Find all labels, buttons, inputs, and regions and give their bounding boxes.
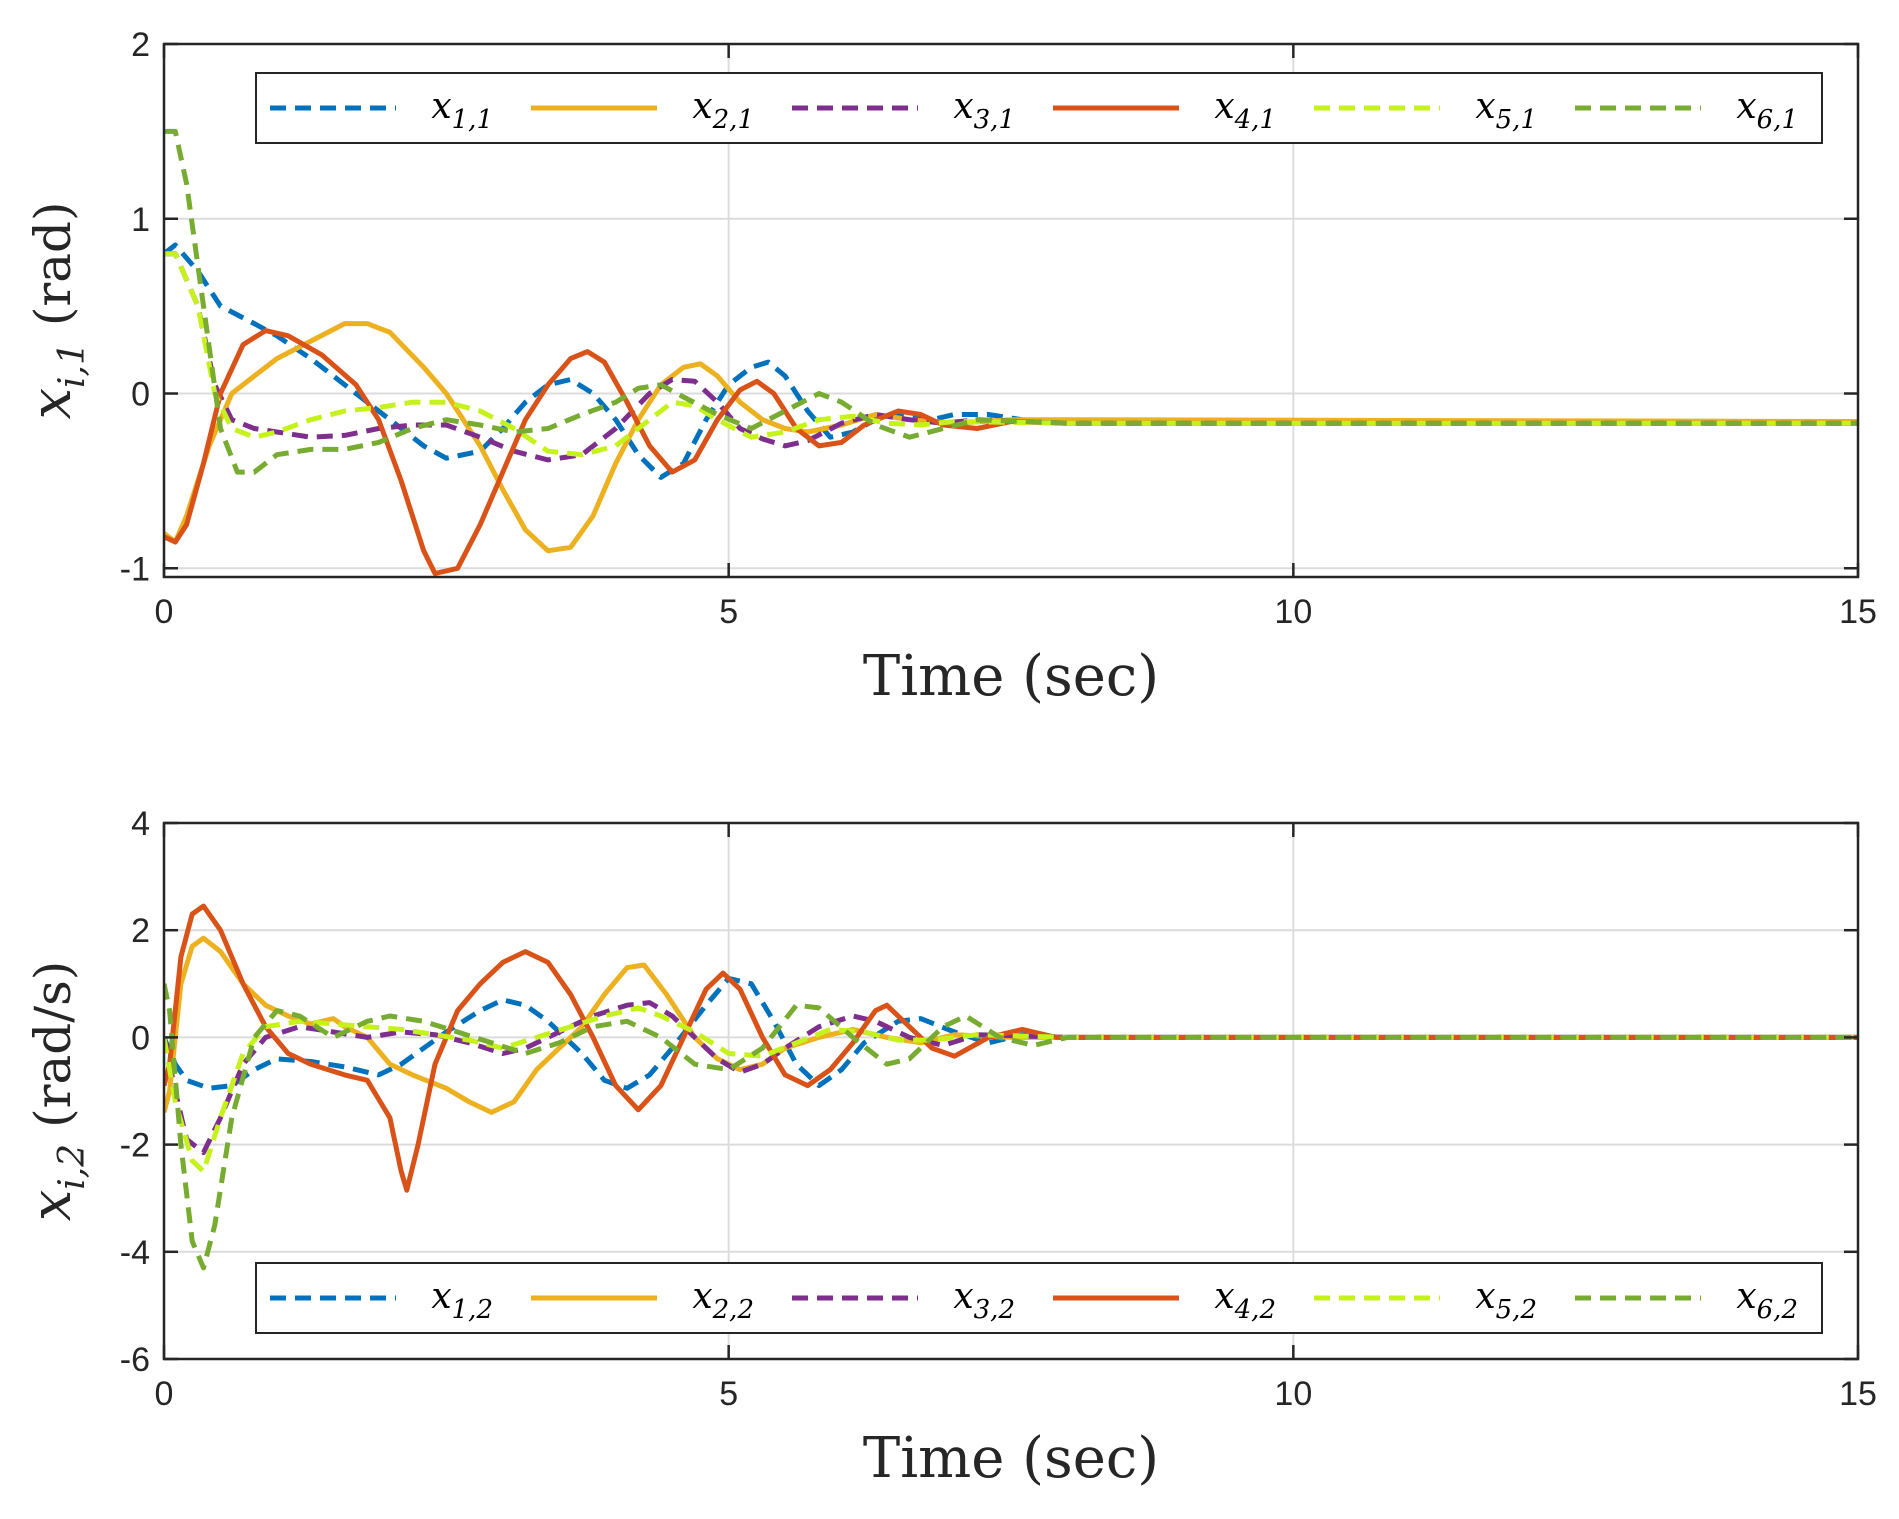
legend-label-5-1: x5,1 (1475, 86, 1537, 135)
legend-label-4-1: x4,1 (1214, 86, 1276, 135)
y-tick-label: -4 (120, 1234, 150, 1272)
legend-subscript: 2,2 (712, 1295, 754, 1325)
legend-symbol: x (1214, 86, 1234, 127)
series-line-2-1 (164, 321, 1858, 554)
legend-subscript: 3,1 (974, 105, 1015, 135)
legend-subscript: 1,1 (452, 105, 493, 135)
axes-box (162, 42, 1860, 579)
legend-label-1-2: x1,2 (431, 1276, 493, 1325)
series-line-1-2 (164, 975, 1858, 1091)
series-line-6-2 (164, 983, 1858, 1271)
y-axis-var: x (19, 388, 84, 420)
legend-subscript: 5,1 (1496, 105, 1537, 135)
y-tick-label: 0 (131, 1019, 150, 1057)
legend-symbol: x (692, 1276, 712, 1317)
legend-subscript: 6,1 (1757, 105, 1798, 135)
y-tick-label: -6 (120, 1341, 150, 1379)
series-line-3-1 (164, 251, 1858, 463)
legend-symbol: x (1475, 86, 1495, 127)
series-line-4-2 (164, 903, 1858, 1193)
legend-label-5-2: x5,2 (1475, 1276, 1537, 1325)
series-group (164, 128, 1858, 576)
y-axis-subscript: i,2 (52, 1144, 93, 1190)
series-line-2-2 (164, 935, 1858, 1115)
x-tick-label: 0 (155, 593, 174, 631)
y-axis-unit: (rad) (24, 201, 82, 342)
series-line-1-1 (164, 242, 1858, 480)
legend: x1,2 x2,2 x3,2 x4,2 x5,2 x6,2 (255, 1262, 1823, 1334)
x-tick-label: 5 (719, 593, 738, 631)
legend-subscript: 4,2 (1234, 1295, 1276, 1325)
legend-symbol: x (1736, 86, 1756, 127)
legend-symbol: x (1475, 1276, 1495, 1317)
legend-label-6-1: x6,1 (1736, 86, 1798, 135)
y-axis-unit: (rad/s) (24, 961, 82, 1144)
y-tick-label: -2 (120, 1127, 150, 1165)
y-tick-label: -1 (120, 550, 150, 588)
legend-symbol: x (692, 86, 712, 127)
legend-symbol: x (1214, 1276, 1234, 1317)
legend-subscript: 2,1 (712, 105, 754, 135)
legend-subscript: 3,2 (974, 1295, 1015, 1325)
legend-subscript: 6,2 (1757, 1295, 1798, 1325)
legend-subscript: 1,2 (452, 1295, 493, 1325)
legend-box (255, 72, 1823, 144)
legend-subscript: 5,2 (1496, 1295, 1537, 1325)
x-axis-title: Time (sec) (863, 644, 1159, 709)
x-axis-title: Time (sec) (863, 1426, 1159, 1491)
legend-label-2-1: x2,1 (692, 86, 754, 135)
series-group (164, 903, 1858, 1271)
legend: x1,1 x2,1 x3,1 x4,1 x5,1 x6,1 (255, 72, 1823, 144)
series-line-6-1 (164, 128, 1858, 475)
legend-label-4-2: x4,2 (1214, 1276, 1276, 1325)
legend-symbol: x (953, 86, 973, 127)
legend-symbol: x (1736, 1276, 1756, 1317)
legend-subscript: 4,1 (1234, 105, 1276, 135)
legend-label-6-2: x6,2 (1736, 1276, 1798, 1325)
legend-symbol: x (431, 86, 451, 127)
x-tick-label: 10 (1274, 593, 1312, 631)
legend-box (255, 1262, 1823, 1334)
axes-box (162, 821, 1860, 1361)
y-tick-label: 4 (131, 805, 150, 843)
y-tick-label: 2 (131, 912, 150, 950)
y-axis-title: xi,2 (rad/s) (19, 961, 93, 1222)
legend-label-1-1: x1,1 (431, 86, 493, 135)
y-tick-label: 0 (131, 376, 150, 414)
legend-symbol: x (953, 1276, 973, 1317)
y-axis-subscript: i,1 (52, 342, 93, 388)
x-tick-label: 15 (1839, 593, 1877, 631)
legend-symbol: x (431, 1276, 451, 1317)
x-tick-label: 5 (719, 1375, 738, 1413)
y-axis-var: x (19, 1190, 84, 1222)
series-line-5-2 (164, 1005, 1858, 1174)
x-tick-label: 10 (1274, 1375, 1312, 1413)
y-tick-label: 2 (131, 26, 150, 64)
x-tick-label: 15 (1839, 1375, 1877, 1413)
y-tick-label: 1 (131, 201, 150, 239)
legend-label-2-2: x2,2 (692, 1276, 754, 1325)
y-axis-title: xi,1 (rad) (19, 201, 93, 419)
legend-label-3-2: x3,2 (953, 1276, 1015, 1325)
legend-label-3-1: x3,1 (953, 86, 1015, 135)
x-tick-label: 0 (155, 1375, 174, 1413)
series-line-4-1 (164, 328, 1858, 576)
